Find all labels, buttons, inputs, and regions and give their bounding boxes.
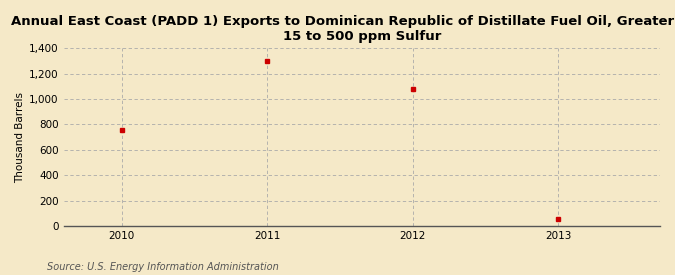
Y-axis label: Thousand Barrels: Thousand Barrels [15, 92, 25, 183]
Text: Source: U.S. Energy Information Administration: Source: U.S. Energy Information Administ… [47, 262, 279, 272]
Title: Annual East Coast (PADD 1) Exports to Dominican Republic of Distillate Fuel Oil,: Annual East Coast (PADD 1) Exports to Do… [11, 15, 675, 43]
